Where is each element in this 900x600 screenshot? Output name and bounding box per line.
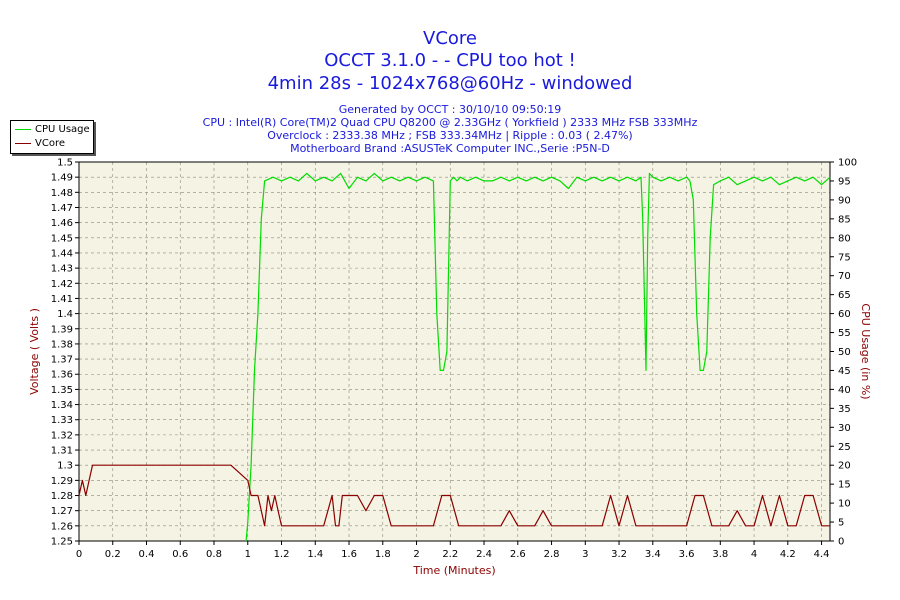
y2-tick-label: 95 <box>838 176 851 187</box>
x-tick-label: 2.4 <box>476 549 492 560</box>
x-tick-label: 1.2 <box>274 549 290 560</box>
x-tick-label: 0 <box>76 549 82 560</box>
chart-subtitle-1: OCCT 3.1.0 - - CPU too hot ! <box>324 50 576 71</box>
x-tick-label: 3 <box>582 549 588 560</box>
x-tick-label: 3.2 <box>611 549 627 560</box>
x-tick-label: 1 <box>245 549 251 560</box>
x-tick-label: 2.2 <box>442 549 458 560</box>
y-tick-label: 1.46 <box>51 218 73 229</box>
y-tick-label: 1.48 <box>51 188 73 199</box>
y-tick-label: 1.42 <box>51 279 73 290</box>
x-tick-label: 3.4 <box>645 549 661 560</box>
x-tick-label: 3.8 <box>712 549 728 560</box>
plot-border <box>78 161 831 542</box>
plot-area <box>79 162 830 541</box>
x-tick-label: 4 <box>751 549 757 560</box>
x-tick-label: 4.2 <box>780 549 796 560</box>
y-tick-label: 1.49 <box>51 173 73 184</box>
x-tick-label: 4.4 <box>814 549 830 560</box>
y2-tick-label: 0 <box>838 537 844 548</box>
x-axis-label: Time (Minutes) <box>412 564 495 577</box>
series-line-cpu-usage <box>245 172 831 542</box>
chart-subtitle-2: 4min 28s - 1024x768@60Hz - windowed <box>267 73 633 94</box>
y-tick-label: 1.41 <box>51 294 73 305</box>
x-tick-label: 0.8 <box>206 549 222 560</box>
y-tick-label: 1.43 <box>51 264 73 275</box>
y2-tick-label: 25 <box>838 442 851 453</box>
info-line-overclock: Overclock : 2333.38 MHz ; FSB 333.34MHz … <box>267 129 633 142</box>
legend-swatch-cpu-usage <box>15 128 31 130</box>
y2-tick-label: 85 <box>838 214 851 225</box>
x-tick-label: 0.4 <box>139 549 155 560</box>
y2-tick-label: 90 <box>838 195 851 206</box>
x-tick-label: 0.6 <box>172 549 188 560</box>
legend-label-vcore: VCore <box>35 138 65 149</box>
x-tick-label: 2.8 <box>544 549 560 560</box>
y2-tick-label: 10 <box>838 499 851 510</box>
x-tick-label: 1.6 <box>341 549 357 560</box>
x-tick-label: 2 <box>413 549 419 560</box>
y2-tick-label: 50 <box>838 347 851 358</box>
x-tick-label: 3.6 <box>679 549 695 560</box>
y-tick-label: 1.45 <box>51 233 73 244</box>
y2-tick-label: 20 <box>838 461 851 472</box>
y2-tick-label: 100 <box>838 158 857 169</box>
y2-tick-label: 30 <box>838 423 851 434</box>
x-tick-label: 2.6 <box>510 549 526 560</box>
y-tick-label: 1.36 <box>51 370 73 381</box>
y2-axis-label: CPU Usage (in %) <box>859 303 872 399</box>
info-line-motherboard: Motherboard Brand :ASUSTeK Computer INC.… <box>290 142 610 155</box>
y2-tick-label: 5 <box>838 518 844 529</box>
legend-item-vcore: VCore <box>15 137 65 151</box>
x-tick-label: 1.8 <box>375 549 391 560</box>
y2-tick-label: 70 <box>838 271 851 282</box>
legend-item-cpu-usage: CPU Usage <box>15 123 90 137</box>
y2-tick-label: 45 <box>838 366 851 377</box>
chart-title: VCore <box>423 28 477 49</box>
series-line-vcore <box>78 464 830 527</box>
y-tick-label: 1.26 <box>51 521 73 532</box>
legend-swatch-vcore <box>15 142 31 144</box>
y-tick-label: 1.37 <box>51 355 73 366</box>
y-tick-label: 1.25 <box>51 537 73 548</box>
y-tick-label: 1.32 <box>51 430 73 441</box>
y2-tick-label: 55 <box>838 328 851 339</box>
y2-tick-label: 80 <box>838 233 851 244</box>
y2-tick-label: 60 <box>838 309 851 320</box>
x-tick-label: 0.2 <box>105 549 121 560</box>
legend-label-cpu-usage: CPU Usage <box>35 124 90 135</box>
y2-tick-label: 65 <box>838 290 851 301</box>
y-axis-label: Voltage ( Volts ) <box>28 308 41 395</box>
y2-tick-label: 40 <box>838 385 851 396</box>
y-tick-label: 1.39 <box>51 324 73 335</box>
y-tick-label: 1.33 <box>51 415 73 426</box>
y-tick-label: 1.27 <box>51 506 73 517</box>
y-tick-label: 1.44 <box>51 248 73 259</box>
y-tick-label: 1.4 <box>57 309 73 320</box>
y2-tick-label: 15 <box>838 480 851 491</box>
y-tick-label: 1.28 <box>51 491 73 502</box>
y-tick-label: 1.34 <box>51 400 73 411</box>
y-tick-label: 1.47 <box>51 203 73 214</box>
y-tick-label: 1.35 <box>51 385 73 396</box>
y2-tick-label: 75 <box>838 252 851 263</box>
y-tick-label: 1.5 <box>57 158 73 169</box>
y2-tick-label: 35 <box>838 404 851 415</box>
x-tick-label: 1.4 <box>307 549 323 560</box>
y-tick-label: 1.29 <box>51 476 73 487</box>
y-tick-label: 1.31 <box>51 446 73 457</box>
info-line-generated: Generated by OCCT : 30/10/10 09:50:19 <box>338 103 562 116</box>
info-line-cpu: CPU : Intel(R) Core(TM)2 Quad CPU Q8200 … <box>202 116 698 129</box>
y-tick-label: 1.3 <box>57 461 73 472</box>
chart-legend: CPU Usage VCore <box>10 120 94 154</box>
y-tick-label: 1.38 <box>51 339 73 350</box>
